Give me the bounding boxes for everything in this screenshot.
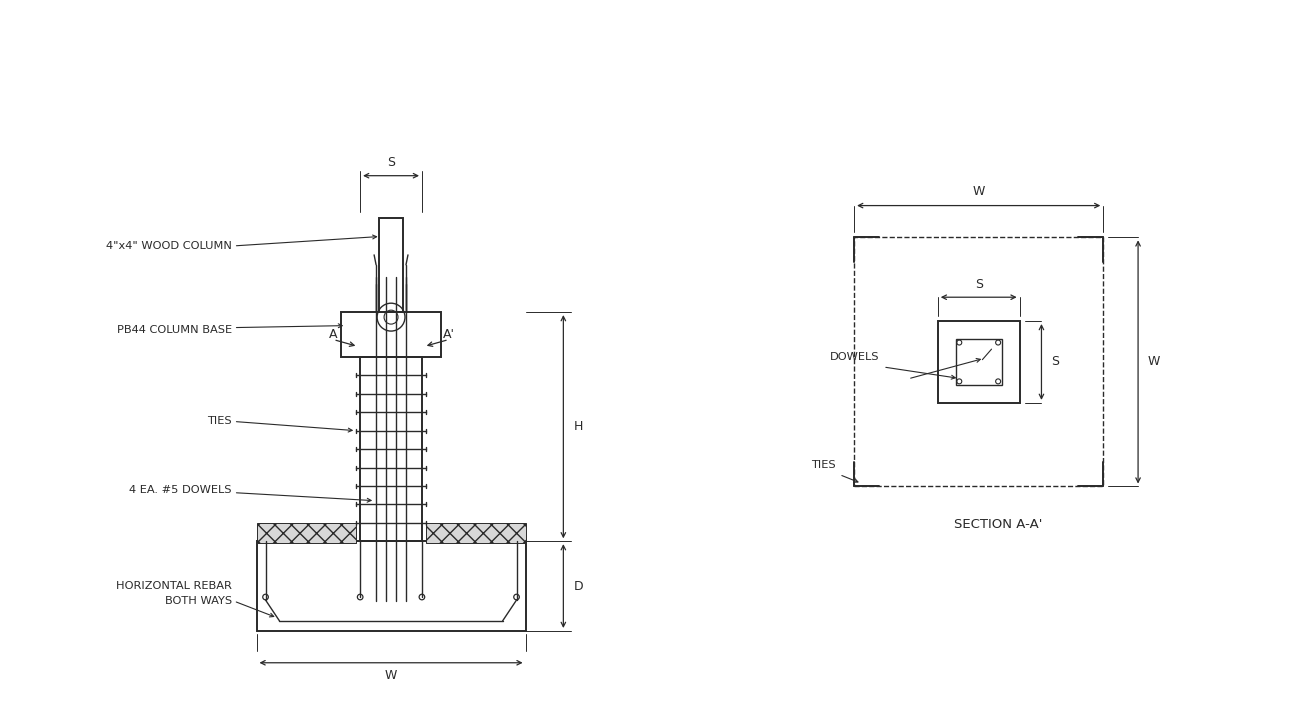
Text: W: W: [385, 669, 397, 682]
Text: W: W: [1148, 355, 1160, 369]
Text: D: D: [573, 580, 582, 592]
Text: S: S: [387, 157, 394, 169]
Text: HORIZONTAL REBAR: HORIZONTAL REBAR: [116, 581, 231, 591]
Text: H: H: [573, 420, 582, 433]
Text: TIES: TIES: [811, 460, 836, 470]
Text: 4 EA. #5 DOWELS: 4 EA. #5 DOWELS: [129, 484, 231, 495]
Text: A': A': [443, 328, 454, 341]
Text: W: W: [973, 185, 985, 198]
Text: S: S: [974, 278, 982, 291]
Text: TIES: TIES: [208, 416, 231, 427]
Text: DOWELS: DOWELS: [829, 352, 879, 362]
Text: PB44 COLUMN BASE: PB44 COLUMN BASE: [116, 324, 231, 335]
Polygon shape: [256, 523, 357, 543]
Text: S: S: [1051, 355, 1059, 369]
Text: A: A: [329, 328, 337, 341]
Text: 4"x4" WOOD COLUMN: 4"x4" WOOD COLUMN: [106, 241, 231, 251]
Text: SECTION A-A': SECTION A-A': [955, 518, 1042, 531]
Polygon shape: [426, 523, 525, 543]
Text: BOTH WAYS: BOTH WAYS: [165, 596, 231, 606]
